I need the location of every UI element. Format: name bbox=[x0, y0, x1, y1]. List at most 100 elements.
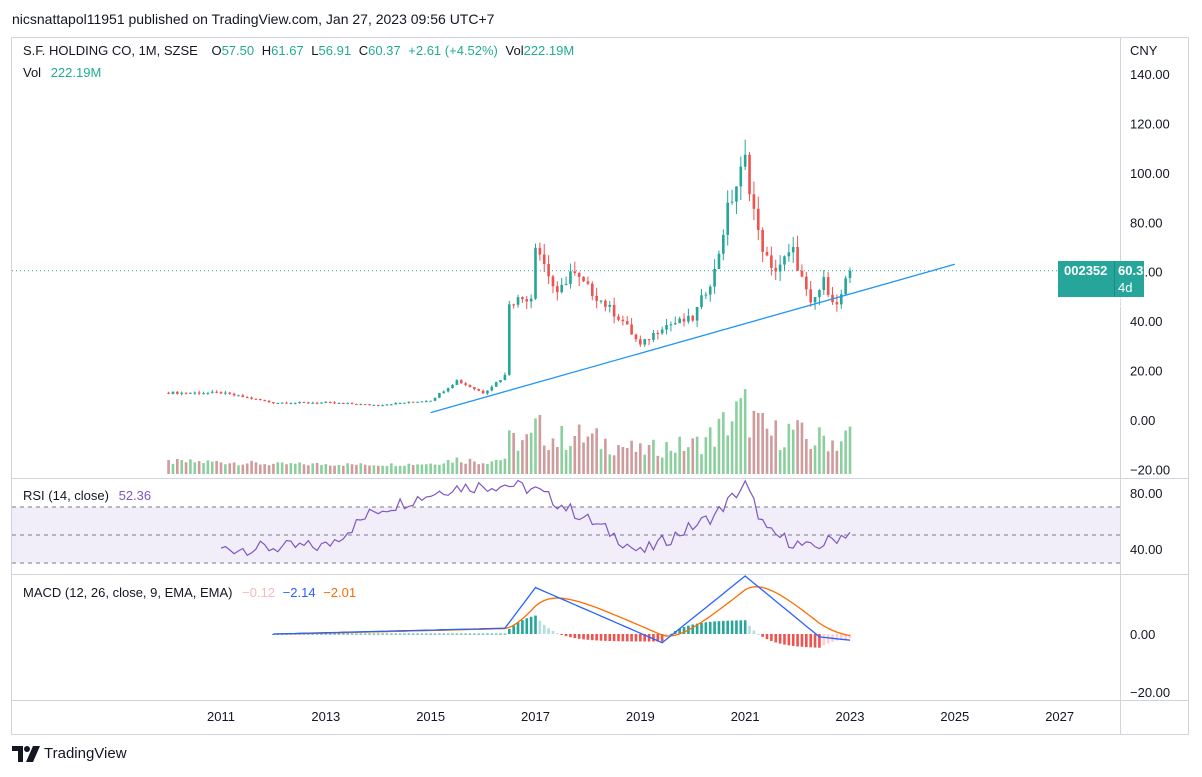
volume-bar bbox=[494, 459, 498, 474]
vol-legend-label: Vol bbox=[23, 65, 42, 80]
macd-histogram-bar bbox=[660, 634, 664, 642]
macd-tick-label: −20.00 bbox=[1130, 685, 1170, 700]
macd-histogram-bar bbox=[800, 634, 804, 647]
candle-body bbox=[298, 402, 301, 404]
macd-histogram-bar bbox=[643, 634, 647, 642]
volume-bar bbox=[324, 464, 328, 474]
candle-body bbox=[813, 297, 817, 303]
volume-bar bbox=[263, 464, 266, 474]
candle-body bbox=[320, 402, 323, 404]
volume-bar bbox=[228, 463, 232, 474]
candle-body bbox=[390, 404, 393, 406]
volume-bar bbox=[748, 437, 751, 474]
macd-histogram-bar bbox=[464, 633, 467, 635]
volume-bar bbox=[713, 446, 716, 474]
volume-bar bbox=[197, 461, 201, 474]
macd-histogram-bar bbox=[451, 633, 454, 635]
volume-bar bbox=[193, 462, 197, 474]
candle-body bbox=[595, 295, 598, 301]
macd-histogram-bar bbox=[678, 628, 681, 634]
candle-body bbox=[398, 403, 402, 405]
macd-histogram-bar bbox=[311, 633, 315, 635]
brand-footer[interactable]: TradingView bbox=[12, 745, 127, 762]
candle-body bbox=[525, 299, 529, 302]
volume-bar bbox=[656, 455, 660, 474]
candle-body bbox=[700, 295, 703, 307]
volume-bar bbox=[289, 463, 293, 474]
macd-histogram-bar bbox=[556, 633, 559, 635]
candle-body bbox=[691, 315, 695, 321]
volume-bar bbox=[722, 412, 725, 474]
candle-body bbox=[241, 395, 245, 398]
candle-body bbox=[564, 283, 568, 285]
last-price-tag: 002352 60.37 4d 5h bbox=[1058, 261, 1151, 310]
candle-body bbox=[678, 318, 681, 324]
volume-bar bbox=[210, 461, 214, 474]
candle-body bbox=[512, 304, 515, 306]
brand-name: TradingView bbox=[44, 745, 127, 762]
macd-histogram-bar bbox=[390, 633, 393, 635]
volume-bar bbox=[538, 414, 542, 474]
price-tag-symbol: 002352 bbox=[1064, 263, 1108, 278]
macd-histogram-bar bbox=[394, 633, 398, 635]
candle-body bbox=[481, 390, 485, 394]
volume-bar bbox=[219, 462, 223, 474]
legend-open: 57.50 bbox=[221, 43, 255, 58]
candle-body bbox=[315, 402, 319, 404]
volume-bar bbox=[761, 412, 764, 474]
macd-histogram-bar bbox=[617, 634, 620, 642]
candle-body bbox=[577, 273, 581, 277]
volume-bar bbox=[516, 450, 520, 474]
candle-body bbox=[770, 255, 773, 268]
volume-bar bbox=[180, 460, 183, 474]
macd-histogram-bar bbox=[333, 633, 336, 635]
volume-bar bbox=[298, 462, 301, 474]
macd-histogram-bar bbox=[442, 633, 446, 635]
macd-histogram-bar bbox=[752, 630, 756, 634]
candle-body bbox=[556, 286, 559, 293]
candle-body bbox=[451, 384, 454, 389]
macd-histogram-bar bbox=[756, 633, 760, 635]
candle-body bbox=[739, 166, 743, 187]
candle-body bbox=[630, 324, 633, 335]
volume-bar bbox=[525, 434, 529, 474]
candle-body bbox=[276, 402, 280, 404]
time-tick-label: 2017 bbox=[521, 709, 550, 724]
volume-bar bbox=[774, 420, 778, 474]
macd-histogram-bar bbox=[499, 633, 502, 635]
candle-body bbox=[337, 402, 341, 404]
tradingview-logo-icon bbox=[12, 745, 40, 762]
volume-bar bbox=[756, 412, 760, 474]
legend-open-label: O bbox=[211, 43, 222, 58]
volume-bar bbox=[822, 435, 826, 474]
macd-series bbox=[272, 575, 852, 648]
publisher-line: nicsnattapol11951 published on TradingVi… bbox=[12, 11, 495, 27]
volume-bar bbox=[390, 463, 393, 474]
candle-body bbox=[695, 306, 699, 321]
candle-body bbox=[341, 402, 345, 404]
volume-bar bbox=[302, 464, 306, 474]
volume-bar bbox=[433, 464, 437, 474]
volume-bar bbox=[464, 463, 467, 474]
macd-histogram-bar bbox=[695, 623, 699, 634]
macd-histogram-bar bbox=[481, 633, 485, 635]
volume-bars bbox=[167, 389, 852, 474]
macd-histogram-bar bbox=[320, 633, 323, 635]
macd-histogram-bar bbox=[324, 633, 328, 635]
candle-body bbox=[722, 234, 725, 254]
volume-bar bbox=[529, 432, 533, 474]
candle-body bbox=[752, 194, 756, 209]
volume-bar bbox=[791, 429, 795, 474]
volume-bar bbox=[595, 428, 598, 474]
volume-bar bbox=[333, 465, 336, 474]
legend-close: 60.37 bbox=[368, 43, 401, 58]
candle-body bbox=[224, 392, 227, 394]
volume-bar bbox=[245, 463, 249, 474]
legend-title: S.F. HOLDING CO, 1M, SZSE bbox=[23, 43, 198, 58]
candle-body bbox=[560, 284, 564, 293]
candle-body bbox=[573, 271, 577, 274]
macd-histogram-bar bbox=[818, 634, 821, 648]
macd-histogram-bar bbox=[473, 633, 476, 635]
macd-histogram-bar bbox=[381, 633, 384, 635]
